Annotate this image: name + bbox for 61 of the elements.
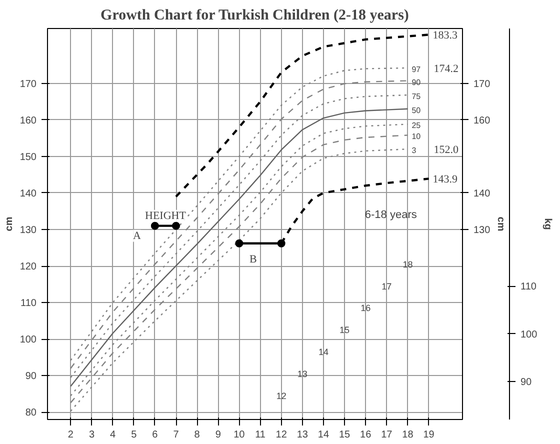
- annotation: 16: [360, 303, 371, 314]
- y2-tick-label: 130: [474, 224, 491, 236]
- y-tick-label: 150: [20, 152, 37, 163]
- y-tick-label: 110: [20, 298, 37, 310]
- y-axis-title: cm: [4, 216, 15, 232]
- series-label: 97: [412, 64, 422, 74]
- x-tick-label: 18: [402, 430, 414, 440]
- y3-axis-title: kg: [542, 218, 554, 230]
- y-tick-label: 100: [20, 334, 37, 346]
- annotation: A: [132, 230, 141, 242]
- annotation: 143.9: [432, 174, 458, 186]
- y2-tick-label: 140: [474, 188, 491, 200]
- x-tick-label: 11: [255, 430, 266, 440]
- x-tick-label: 5: [131, 430, 138, 440]
- annotation: 15: [340, 325, 350, 336]
- x-tick-label: 3: [88, 430, 95, 440]
- y2-tick-label: 160: [474, 115, 491, 126]
- x-tick-label: 12: [276, 430, 288, 440]
- y2-tick-label: 170: [474, 78, 491, 90]
- x-tick-label: 4: [110, 430, 116, 440]
- annotation: HEIGHT: [145, 210, 186, 222]
- x-tick-label: 9: [215, 430, 222, 440]
- annotation: 174.2: [434, 62, 458, 75]
- series-label: 50: [412, 106, 422, 115]
- y-tick-label: 80: [25, 408, 37, 419]
- annotation: 17: [382, 281, 392, 292]
- y3-tick-label: 100: [520, 329, 538, 340]
- y-tick-label: 170: [20, 78, 37, 90]
- annotation: B: [250, 253, 257, 266]
- chart-title: Growth Chart for Turkish Children (2-18 years): [100, 8, 409, 24]
- x-tick-label: 10: [234, 430, 246, 440]
- x-tick-label: 2: [68, 430, 74, 440]
- series-label: 3: [412, 146, 417, 156]
- annotation: 14: [318, 347, 328, 358]
- series-label: 10: [412, 132, 422, 142]
- annotation: 183.3: [432, 30, 458, 42]
- y-tick-label: 90: [25, 371, 37, 382]
- x-tick-label: 6: [152, 430, 158, 440]
- y2-axis-title: cm: [495, 216, 506, 232]
- annotation: 18: [402, 259, 413, 270]
- y3-tick-label: 110: [520, 282, 537, 293]
- y-tick-label: 120: [20, 262, 37, 273]
- x-tick-label: 19: [423, 430, 435, 440]
- series-label: 25: [412, 121, 422, 130]
- annotation: 13: [297, 368, 308, 379]
- x-tick-label: 13: [296, 430, 308, 440]
- x-tick-label: 8: [194, 430, 200, 440]
- annotation: 6-18 years: [364, 208, 418, 221]
- y-tick-label: 160: [20, 115, 37, 126]
- x-tick-label: 7: [173, 430, 180, 440]
- series-label: 90: [412, 78, 422, 87]
- x-tick-label: 15: [338, 430, 351, 440]
- x-tick-label: 14: [318, 430, 330, 440]
- series-label: 75: [412, 92, 422, 102]
- x-tick-label: 17: [381, 430, 393, 440]
- y3-tick-label: 90: [520, 377, 532, 388]
- annotation: 12: [276, 390, 286, 401]
- y-tick-label: 140: [20, 188, 37, 200]
- x-tick-label: 16: [360, 430, 372, 440]
- y-tick-label: 130: [20, 224, 37, 236]
- annotation: 152.0: [434, 144, 459, 156]
